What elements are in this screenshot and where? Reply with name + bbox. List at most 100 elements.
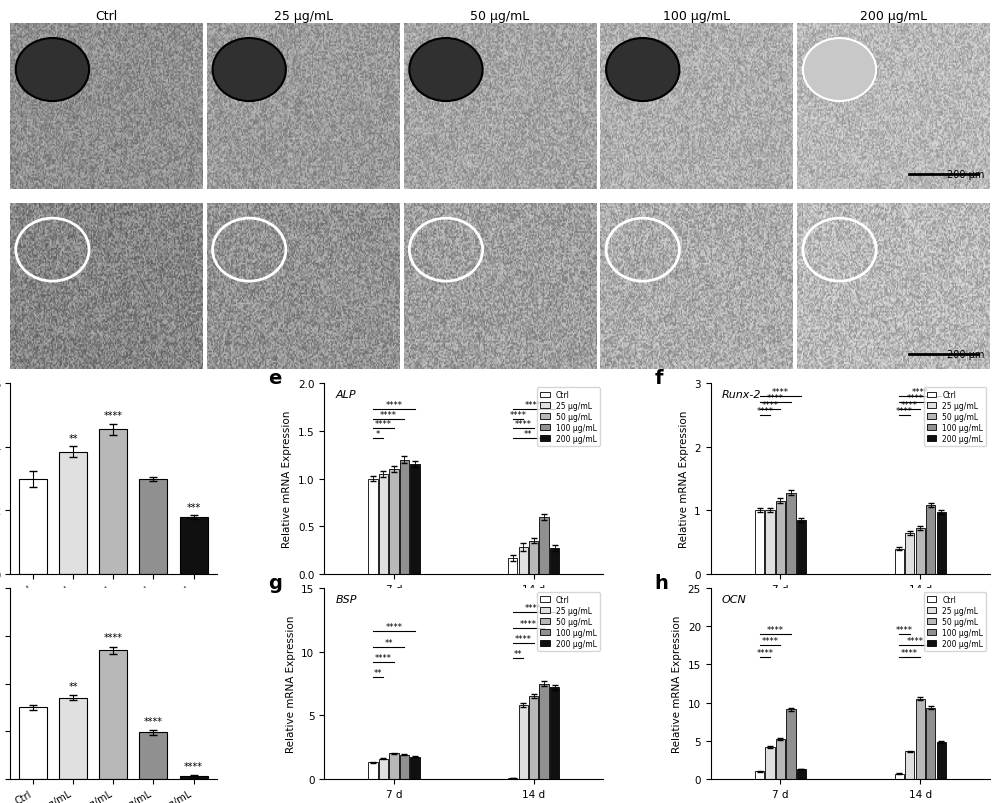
Text: e: e bbox=[268, 369, 282, 388]
Text: ****: **** bbox=[375, 653, 392, 662]
Bar bbox=[776, 501, 785, 574]
Bar bbox=[797, 769, 806, 779]
Bar bbox=[937, 512, 946, 574]
Bar bbox=[755, 511, 764, 574]
Bar bbox=[19, 479, 47, 574]
Legend: Ctrl, 25 μg/mL, 50 μg/mL, 100 μg/mL, 200 μg/mL: Ctrl, 25 μg/mL, 50 μg/mL, 100 μg/mL, 200… bbox=[924, 593, 986, 651]
Text: ****: **** bbox=[767, 393, 784, 403]
Bar bbox=[926, 708, 935, 779]
Bar bbox=[180, 777, 208, 779]
Text: OCN: OCN bbox=[722, 594, 747, 604]
Bar bbox=[916, 699, 925, 779]
Bar bbox=[379, 475, 388, 574]
Bar bbox=[99, 650, 127, 779]
Circle shape bbox=[409, 39, 483, 102]
Text: ****: **** bbox=[144, 715, 163, 726]
Bar bbox=[400, 460, 409, 574]
Text: ****: **** bbox=[906, 393, 923, 403]
Title: 200 μg/mL: 200 μg/mL bbox=[860, 10, 927, 23]
Text: ****: **** bbox=[184, 761, 203, 771]
Bar bbox=[776, 740, 785, 779]
Legend: Ctrl, 25 μg/mL, 50 μg/mL, 100 μg/mL, 200 μg/mL: Ctrl, 25 μg/mL, 50 μg/mL, 100 μg/mL, 200… bbox=[537, 388, 600, 446]
Text: ****: **** bbox=[772, 388, 789, 397]
Bar bbox=[379, 759, 388, 779]
Bar bbox=[539, 683, 549, 779]
Text: **: ** bbox=[524, 429, 533, 438]
Bar bbox=[905, 533, 914, 574]
Y-axis label: Relative mRNA Expression: Relative mRNA Expression bbox=[282, 410, 292, 548]
Text: ****: **** bbox=[515, 634, 532, 643]
Title: 25 μg/mL: 25 μg/mL bbox=[274, 10, 333, 23]
Bar bbox=[529, 541, 538, 574]
Bar bbox=[368, 762, 378, 779]
Bar bbox=[765, 511, 775, 574]
Text: h: h bbox=[655, 573, 669, 592]
Text: BSP: BSP bbox=[335, 594, 357, 604]
Text: f: f bbox=[655, 369, 663, 388]
Text: ****: **** bbox=[375, 419, 392, 429]
Title: 100 μg/mL: 100 μg/mL bbox=[663, 10, 730, 23]
Bar bbox=[389, 470, 399, 574]
Text: ALP: ALP bbox=[335, 389, 356, 399]
Text: ****: **** bbox=[906, 637, 923, 646]
Text: ****: **** bbox=[385, 622, 402, 632]
Bar bbox=[550, 548, 559, 574]
Text: ****: **** bbox=[762, 400, 779, 410]
Bar bbox=[895, 548, 904, 574]
Title: Ctrl: Ctrl bbox=[95, 10, 118, 23]
Y-axis label: Relative mRNA Expression: Relative mRNA Expression bbox=[672, 615, 682, 752]
Text: ****: **** bbox=[509, 410, 526, 419]
Circle shape bbox=[803, 39, 876, 102]
Bar bbox=[529, 696, 538, 779]
Bar bbox=[368, 479, 378, 574]
Bar bbox=[786, 710, 796, 779]
Bar bbox=[519, 705, 528, 779]
Text: ***: *** bbox=[186, 502, 201, 512]
Text: ****: **** bbox=[896, 626, 913, 634]
Bar bbox=[180, 517, 208, 574]
Text: *: * bbox=[376, 429, 380, 438]
Bar bbox=[99, 430, 127, 574]
Circle shape bbox=[213, 39, 286, 102]
Text: ****: **** bbox=[515, 419, 532, 429]
Text: ****: **** bbox=[520, 619, 537, 628]
Bar bbox=[916, 528, 925, 574]
Text: ****: **** bbox=[896, 406, 913, 415]
Text: **: ** bbox=[374, 668, 382, 678]
Y-axis label: Relative mRNA Expression: Relative mRNA Expression bbox=[679, 410, 689, 548]
Bar bbox=[550, 687, 559, 779]
Y-axis label: Relative mRNA Expression: Relative mRNA Expression bbox=[286, 615, 296, 752]
Text: Runx-2: Runx-2 bbox=[722, 389, 761, 399]
Text: **: ** bbox=[384, 638, 393, 647]
Text: ****: **** bbox=[756, 406, 773, 415]
Text: ****: **** bbox=[104, 633, 123, 642]
Bar bbox=[400, 755, 409, 779]
Text: 200 μm: 200 μm bbox=[947, 349, 984, 360]
Text: ****: **** bbox=[380, 410, 397, 419]
Text: ****: **** bbox=[767, 626, 784, 634]
Text: ****: **** bbox=[901, 648, 918, 657]
Text: **: ** bbox=[514, 650, 522, 658]
Bar bbox=[139, 732, 167, 779]
Text: ****: **** bbox=[756, 648, 773, 657]
Bar bbox=[539, 517, 549, 574]
Bar bbox=[755, 772, 764, 779]
Bar bbox=[59, 452, 87, 574]
Bar bbox=[937, 742, 946, 779]
Text: g: g bbox=[268, 573, 282, 592]
Text: ****: **** bbox=[901, 400, 918, 410]
Bar bbox=[765, 747, 775, 779]
Text: **: ** bbox=[69, 681, 78, 691]
Bar bbox=[797, 520, 806, 574]
Text: **: ** bbox=[69, 433, 78, 443]
Text: 200 μm: 200 μm bbox=[947, 169, 984, 180]
Text: ****: **** bbox=[525, 401, 542, 410]
Text: ****: **** bbox=[104, 411, 123, 421]
Circle shape bbox=[16, 39, 89, 102]
Text: ****: **** bbox=[525, 604, 542, 613]
Title: 50 μg/mL: 50 μg/mL bbox=[470, 10, 530, 23]
Bar bbox=[786, 493, 796, 574]
Legend: Ctrl, 25 μg/mL, 50 μg/mL, 100 μg/mL, 200 μg/mL: Ctrl, 25 μg/mL, 50 μg/mL, 100 μg/mL, 200… bbox=[537, 593, 600, 651]
Text: ****: **** bbox=[385, 401, 402, 410]
Bar bbox=[519, 548, 528, 574]
